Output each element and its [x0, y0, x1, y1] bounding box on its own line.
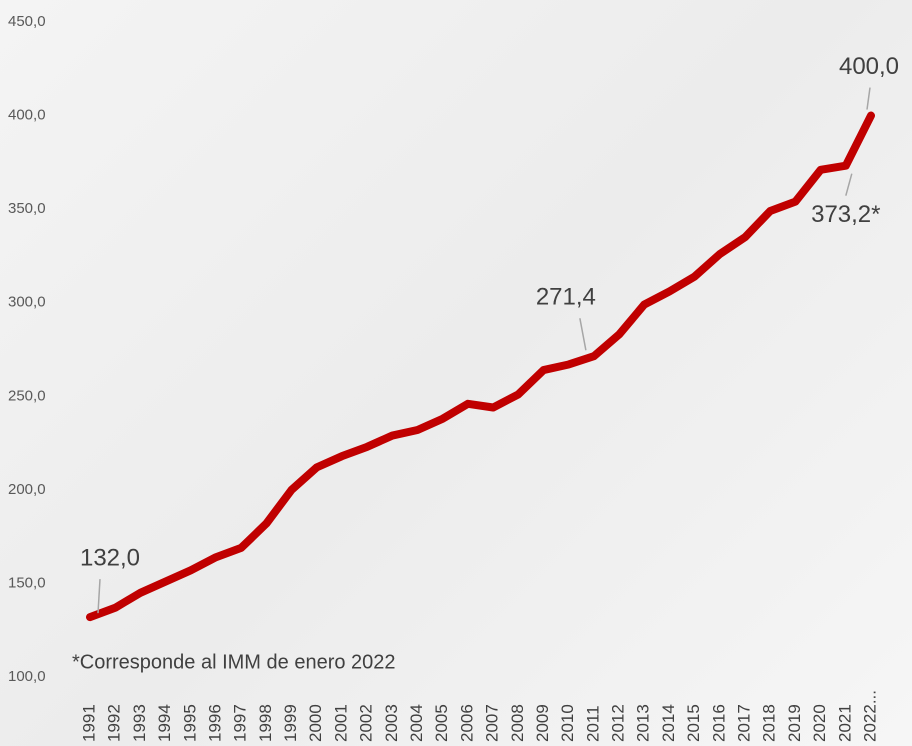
x-tick-label: 2011	[583, 705, 602, 742]
x-tick-label: 2012	[609, 704, 628, 742]
x-tick-label: 2008	[508, 704, 527, 742]
leader-line	[866, 87, 871, 110]
x-tick-label: 2000	[306, 704, 325, 742]
y-tick-label: 400,0	[8, 107, 46, 124]
x-tick-label: 2013	[634, 704, 653, 742]
x-tick-label: 2006	[457, 704, 476, 742]
value-label: 373,2*	[811, 201, 880, 228]
x-tick-label: 1994	[155, 704, 174, 742]
x-tick-label: 2019	[785, 704, 804, 742]
value-label: 400,0	[839, 53, 899, 80]
x-tick-label: 1995	[180, 704, 199, 742]
x-tick-label: 2022...	[860, 690, 879, 742]
x-tick-label: 2001	[331, 704, 350, 742]
y-tick-label: 150,0	[8, 574, 46, 591]
value-label: 132,0	[80, 544, 140, 571]
x-tick-label: 2010	[558, 704, 577, 742]
y-tick-label: 450,0	[8, 13, 46, 30]
leader-line	[97, 579, 101, 614]
x-tick-label: 1996	[205, 704, 224, 742]
y-tick-label: 200,0	[8, 481, 46, 498]
x-tick-label: 2004	[407, 704, 426, 742]
y-tick-label: 100,0	[8, 668, 46, 685]
x-tick-label: 2002	[357, 704, 376, 742]
x-tick-label: 2009	[533, 704, 552, 742]
x-tick-label: 1992	[105, 704, 124, 742]
x-tick-label: 1997	[231, 704, 250, 742]
annotation: *Corresponde al IMM de enero 2022	[72, 651, 396, 673]
x-tick-label: 1999	[281, 704, 300, 742]
x-tick-label: 2018	[760, 704, 779, 742]
leader-line	[579, 318, 587, 351]
x-tick-label: 2016	[709, 704, 728, 742]
x-tick-label: 2015	[684, 704, 703, 742]
x-tick-label: 2007	[483, 704, 502, 742]
x-tick-label: 2005	[432, 704, 451, 742]
x-tick-label: 2003	[382, 704, 401, 742]
x-tick-label: 2021	[835, 704, 854, 742]
value-label: 271,4	[536, 284, 596, 311]
x-tick-label: 1991	[79, 704, 98, 742]
y-tick-label: 300,0	[8, 294, 46, 311]
line	[86, 111, 875, 622]
y-tick-label: 350,0	[8, 200, 46, 217]
x-tick-label: 2020	[810, 704, 829, 742]
x-tick-label: 2017	[735, 704, 754, 742]
y-tick-label: 250,0	[8, 387, 46, 404]
leader-line	[845, 173, 853, 196]
x-tick-label: 1998	[256, 704, 275, 742]
x-tick-label: 2014	[659, 704, 678, 742]
x-tick-label: 1993	[130, 704, 149, 742]
